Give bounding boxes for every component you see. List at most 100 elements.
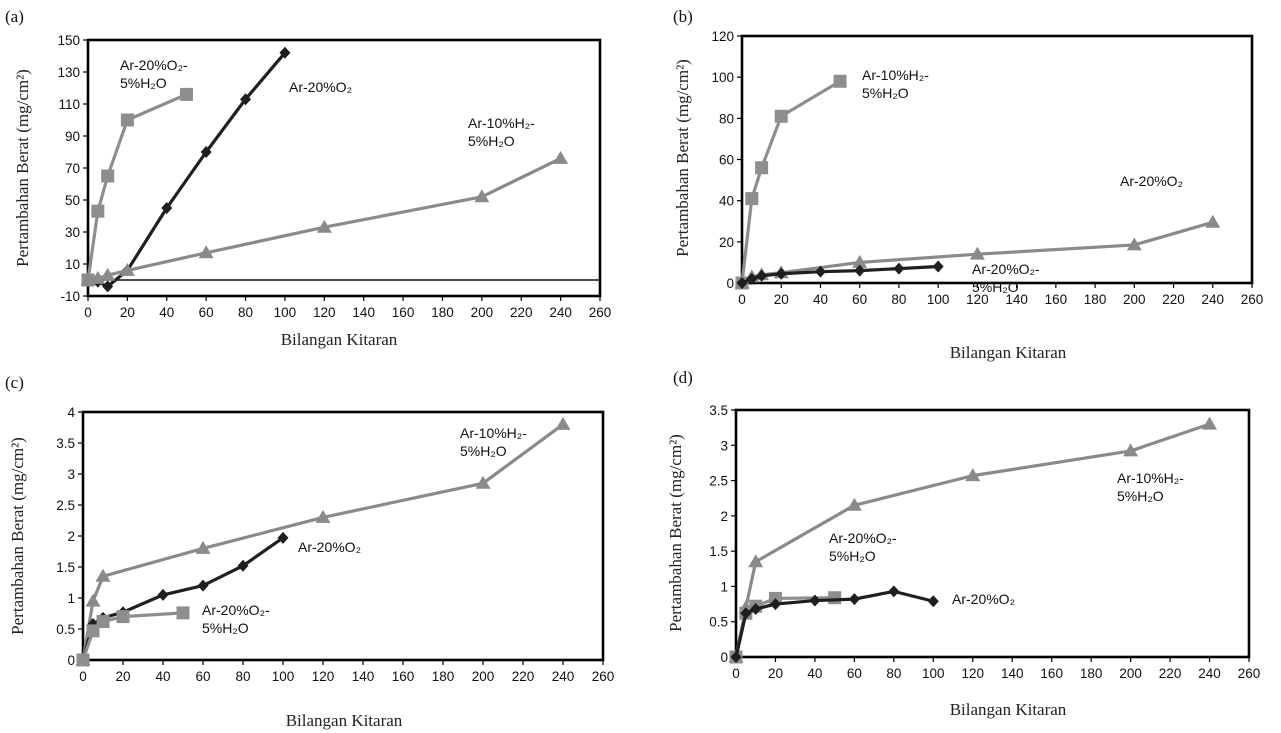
data-point-diamond: [746, 272, 758, 285]
x-tick-label: 100: [922, 666, 945, 681]
chart-panel-1: (b) 0 20 40 60 80 100 120 140 160 180 200 220 240 260 0…: [673, 7, 1263, 362]
x-tick-label: 260: [589, 305, 612, 320]
data-point-diamond: [888, 585, 900, 598]
x-tick-label: 20: [115, 669, 130, 684]
data-point-square: [96, 615, 110, 629]
y-tick-label: 0: [67, 653, 75, 668]
data-point-square: [774, 109, 788, 123]
x-tick-label: 120: [966, 292, 989, 307]
y-tick-label: 100: [711, 70, 734, 85]
y-tick-label: 3.5: [56, 436, 75, 451]
series-label: Ar-20%O₂-: [972, 261, 1040, 277]
series-line: [740, 79, 841, 284]
data-point-triangle: [85, 593, 101, 607]
x-tick-label: 40: [813, 292, 828, 307]
series-label: 5%H₂O: [1117, 488, 1164, 504]
data-point-square: [91, 204, 105, 218]
y-tick-label: 0: [720, 650, 728, 665]
data-point-triangle: [553, 150, 569, 164]
x-tick-label: 220: [1162, 292, 1185, 307]
x-tick-label: 260: [1238, 666, 1261, 681]
data-point-triangle: [316, 219, 332, 233]
y-tick-label: -10: [60, 289, 80, 304]
y-tick-label: 4: [67, 405, 75, 420]
series-label: 5%H₂O: [862, 85, 909, 101]
data-point-diamond: [277, 531, 289, 544]
data-point-diamond: [237, 559, 249, 572]
x-axis-title: Bilangan Kitaran: [286, 711, 403, 730]
data-point-triangle: [195, 540, 211, 554]
y-tick-label: 40: [719, 194, 734, 209]
y-tick-label: 0.5: [709, 615, 728, 630]
data-point-triangle: [100, 267, 116, 281]
series-h2h2o: Ar-10%H₂- 5%H₂O: [75, 416, 571, 666]
data-point-triangle: [748, 554, 764, 568]
data-point-triangle: [119, 262, 135, 276]
data-point-diamond: [736, 277, 748, 289]
panel-letter: (c): [5, 373, 24, 392]
y-tick-label: 1: [67, 591, 75, 606]
data-point-square: [833, 74, 847, 88]
x-tick-label: 120: [313, 305, 336, 320]
x-tick-label: 240: [1202, 292, 1225, 307]
data-point-triangle: [555, 416, 571, 430]
series-label: Ar-10%H₂-: [468, 115, 535, 131]
data-point-square: [86, 624, 100, 638]
series-label: 5%H₂O: [829, 548, 876, 564]
x-tick-label: 220: [510, 305, 533, 320]
data-point-square: [176, 606, 190, 620]
x-tick-label: 140: [1005, 292, 1028, 307]
x-tick-label: 0: [84, 305, 92, 320]
x-tick-label: 60: [195, 669, 210, 684]
series-label: 5%H₂O: [468, 133, 515, 149]
x-tick-label: 180: [1080, 666, 1103, 681]
x-tick-label: 240: [549, 305, 572, 320]
x-tick-label: 140: [352, 669, 375, 684]
x-tick-label: 80: [238, 305, 253, 320]
data-point-diamond: [240, 93, 252, 106]
series-o2h2o: Ar-20%O₂- 5%H₂O: [81, 57, 193, 287]
x-tick-label: 80: [886, 666, 901, 681]
x-tick-label: 140: [352, 305, 375, 320]
series-label: Ar-10%H₂-: [862, 67, 929, 83]
data-point-triangle: [315, 509, 331, 523]
data-point-diamond: [197, 579, 209, 592]
chart-panel-0: (a) 0 20 40 60 80 100 120 140 160 180 200 220 240 260 -…: [5, 7, 611, 349]
y-axis-title: Pertambahan Berat (mg/cm²): [8, 437, 27, 635]
x-tick-label: 140: [1001, 666, 1024, 681]
series-h2h2o: Ar-10%H₂- 5%H₂O: [80, 115, 569, 286]
series-o2h2o: Ar-20%O₂- 5%H₂O: [76, 602, 270, 667]
series-label: Ar-20%O₂: [1120, 173, 1183, 189]
y-tick-label: 3.5: [709, 403, 728, 418]
series-o2: Ar-20%O₂: [730, 585, 1015, 663]
x-tick-label: 20: [120, 305, 135, 320]
data-point-triangle: [846, 497, 862, 511]
data-point-triangle: [1126, 237, 1142, 251]
data-point-triangle: [1202, 416, 1218, 430]
x-tick-label: 180: [431, 305, 454, 320]
x-tick-label: 40: [155, 669, 170, 684]
x-tick-label: 60: [852, 292, 867, 307]
data-point-triangle: [475, 475, 491, 489]
x-tick-label: 0: [738, 292, 746, 307]
series-label: Ar-20%O₂: [289, 79, 352, 95]
chart-panel-2: (c)0 20 40 60 80 100 120 140 160 180 200 220 240 2600…: [5, 373, 614, 730]
data-point-triangle: [965, 468, 981, 482]
series-label: Ar-10%H₂-: [1117, 470, 1184, 486]
data-point-triangle: [1205, 214, 1221, 228]
data-point-diamond: [161, 202, 173, 214]
data-point-square: [120, 113, 134, 127]
x-tick-label: 20: [774, 292, 789, 307]
plot-frame: [740, 34, 1254, 285]
x-tick-label: 200: [1123, 292, 1146, 307]
data-point-diamond: [769, 598, 781, 611]
data-point-diamond: [756, 269, 768, 282]
data-point-square: [745, 192, 759, 206]
data-point-diamond: [157, 588, 169, 601]
x-tick-label: 240: [552, 669, 575, 684]
y-axis-title: Pertambahan Berat (mg/cm²): [673, 59, 692, 257]
y-tick-label: 110: [58, 97, 80, 112]
data-point-square: [828, 591, 842, 605]
x-tick-label: 60: [847, 666, 862, 681]
y-tick-label: 2: [67, 529, 75, 544]
